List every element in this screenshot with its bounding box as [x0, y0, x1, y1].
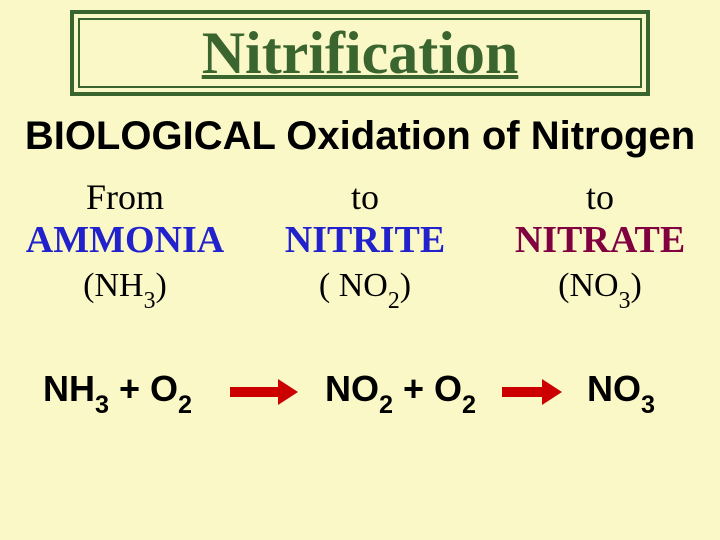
arrow-2 — [498, 379, 566, 405]
formula-sub: 2 — [388, 288, 400, 314]
formula-post: ) — [400, 267, 411, 304]
column-compound-name: NITRITE — [250, 220, 480, 262]
column-formula: (NO3) — [485, 267, 715, 310]
formula-pre: ( NO — [319, 267, 388, 304]
title-box-inner: Nitrification — [78, 18, 642, 88]
slide-title: Nitrification — [202, 23, 519, 83]
equation-term-1: NH3 + O2 — [10, 368, 225, 416]
arrow-icon — [502, 379, 562, 405]
column-compound-name: AMMONIA — [10, 220, 240, 262]
column-from: From AMMONIA (NH3) — [10, 178, 240, 310]
arrow-1 — [225, 379, 303, 405]
formula-pre: (NO — [558, 267, 618, 304]
formula-sub: 3 — [144, 288, 156, 314]
equation-term-2: NO2 + O2 — [303, 368, 498, 416]
column-to-nitrate: to NITRATE (NO3) — [485, 178, 715, 310]
column-to-nitrite: to NITRITE ( NO2) — [250, 178, 480, 310]
arrow-icon — [230, 379, 298, 405]
slide: Nitrification BIOLOGICAL Oxidation of Ni… — [0, 0, 720, 540]
formula-post: ) — [631, 267, 642, 304]
formula-post: ) — [156, 267, 167, 304]
equation-term-3: NO3 — [566, 368, 676, 416]
column-label: From — [10, 178, 240, 218]
column-label: to — [250, 178, 480, 218]
column-compound-name: NITRATE — [485, 220, 715, 262]
column-formula: ( NO2) — [250, 267, 480, 310]
formula-pre: (NH — [83, 267, 143, 304]
title-box-outer: Nitrification — [70, 10, 650, 96]
slide-subtitle: BIOLOGICAL Oxidation of Nitrogen — [0, 114, 720, 159]
column-label: to — [485, 178, 715, 218]
formula-sub: 3 — [619, 288, 631, 314]
column-formula: (NH3) — [10, 267, 240, 310]
equation-row: NH3 + O2 NO2 + O2 NO3 — [0, 368, 720, 416]
